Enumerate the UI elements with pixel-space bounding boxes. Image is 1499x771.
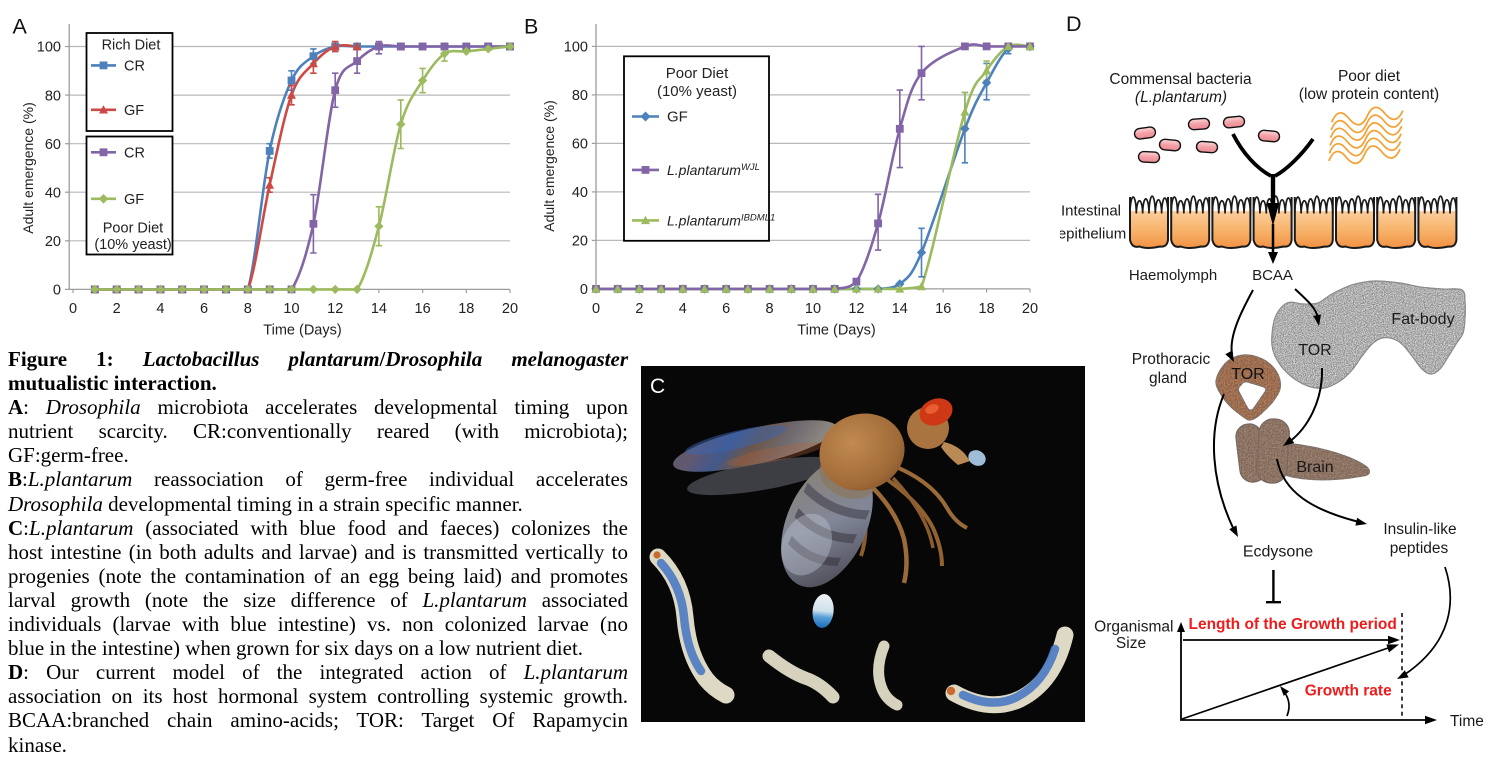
svg-text:A: A [13,15,28,39]
svg-text:100: 100 [37,40,61,56]
svg-text:18: 18 [458,301,474,317]
svg-text:(L.plantarum): (L.plantarum) [1135,89,1227,106]
svg-text:2: 2 [635,301,643,317]
svg-text:(10% yeast): (10% yeast) [94,237,171,253]
svg-text:TOR: TOR [1298,342,1331,359]
svg-text:CR: CR [124,59,145,75]
svg-text:epithelium: epithelium [1060,226,1126,243]
svg-text:Insulin-like: Insulin-like [1383,521,1456,538]
svg-text:Poor Diet: Poor Diet [666,65,729,82]
svg-text:16: 16 [415,301,431,317]
svg-text:Length of the Growth period: Length of the Growth period [1189,616,1397,633]
svg-text:Haemolymph: Haemolymph [1129,267,1217,284]
svg-text:Time (Days): Time (Days) [263,323,341,339]
svg-text:GF: GF [124,103,144,119]
svg-text:6: 6 [722,301,730,317]
svg-text:Organismal: Organismal [1094,619,1173,636]
svg-text:10: 10 [283,301,299,317]
svg-text:60: 60 [572,137,588,153]
svg-text:0: 0 [53,283,61,299]
svg-text:Commensal bacteria: Commensal bacteria [1109,71,1252,88]
svg-text:4: 4 [156,301,164,317]
svg-text:Adult emergence (%): Adult emergence (%) [20,102,36,234]
svg-text:peptides: peptides [1390,540,1449,557]
svg-text:6: 6 [200,301,208,317]
svg-text:C: C [650,375,665,398]
svg-text:16: 16 [935,301,951,317]
svg-text:80: 80 [45,88,61,104]
svg-text:0: 0 [69,301,77,317]
svg-text:Growth rate: Growth rate [1305,683,1392,700]
svg-text:4: 4 [679,301,687,317]
svg-text:GF: GF [667,109,688,126]
svg-text:40: 40 [572,185,588,201]
svg-text:60: 60 [45,137,61,153]
svg-text:12: 12 [327,301,343,317]
svg-text:2: 2 [113,301,121,317]
svg-text:20: 20 [572,234,588,250]
svg-text:20: 20 [45,234,61,250]
svg-text:CR: CR [124,146,145,162]
svg-text:TOR: TOR [1231,366,1264,383]
svg-text:Poor diet: Poor diet [1338,68,1401,85]
svg-text:B: B [524,15,538,39]
svg-text:Time (Days): Time (Days) [797,323,875,339]
svg-text:Size: Size [1116,635,1146,652]
svg-text:Time: Time [1450,713,1484,730]
svg-text:18: 18 [979,301,995,317]
svg-text:20: 20 [502,301,518,317]
svg-text:(low protein content): (low protein content) [1299,86,1439,103]
svg-text:80: 80 [572,88,588,104]
svg-text:0: 0 [592,301,600,317]
svg-text:D: D [1066,12,1082,36]
svg-text:20: 20 [1022,301,1038,317]
svg-text:L.plantarumWJL: L.plantarumWJL [667,162,760,179]
svg-text:0: 0 [580,282,588,298]
svg-text:8: 8 [244,301,252,317]
svg-text:10: 10 [805,301,821,317]
svg-text:14: 14 [892,301,908,317]
svg-text:Intestinal: Intestinal [1061,203,1121,220]
svg-text:100: 100 [564,40,588,56]
svg-text:Adult emergence (%): Adult emergence (%) [541,100,557,232]
svg-text:BCAA: BCAA [1252,267,1293,284]
svg-text:Fat-body: Fat-body [1391,311,1454,328]
svg-text:40: 40 [45,185,61,201]
svg-text:Ecdysone: Ecdysone [1243,544,1313,561]
svg-text:(10% yeast): (10% yeast) [657,83,737,100]
svg-text:Prothoracic: Prothoracic [1132,351,1211,368]
svg-text:Brain: Brain [1296,459,1333,476]
svg-text:12: 12 [848,301,864,317]
svg-text:gland: gland [1149,370,1187,387]
svg-text:14: 14 [371,301,387,317]
svg-text:GF: GF [124,192,144,208]
svg-text:Rich Diet: Rich Diet [102,38,161,54]
svg-text:8: 8 [766,301,774,317]
svg-text:Poor Diet: Poor Diet [103,221,163,237]
